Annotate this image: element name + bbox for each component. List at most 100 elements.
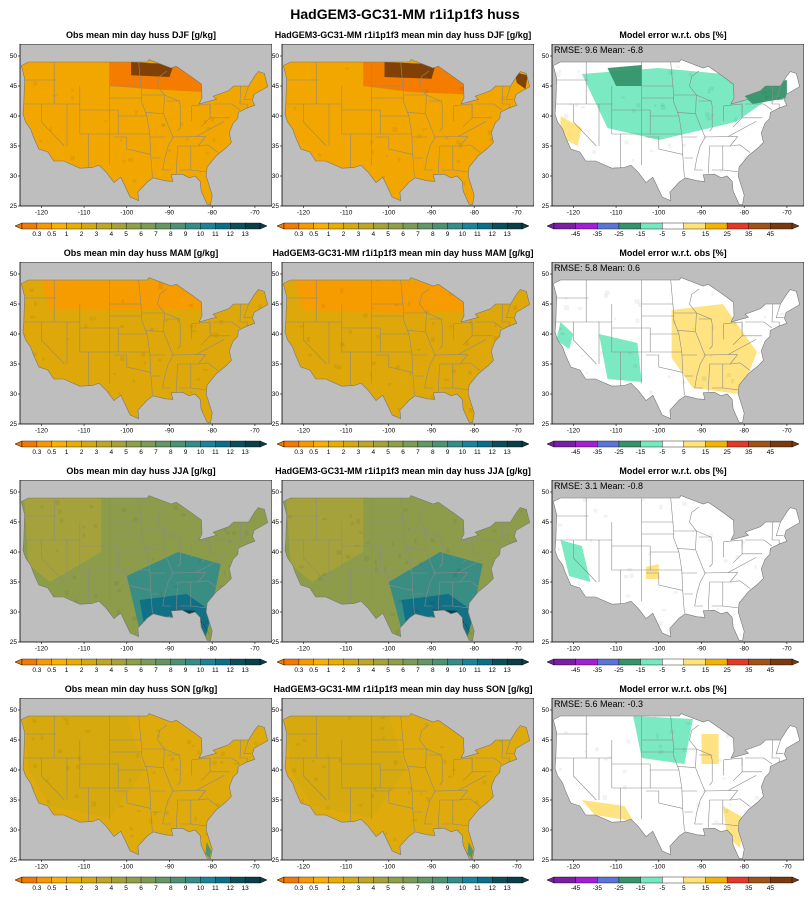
field-speckle <box>176 317 180 323</box>
field-speckle <box>393 837 397 841</box>
state-boundary <box>196 121 225 137</box>
state-boundary <box>88 327 119 353</box>
field-speckle <box>127 158 133 162</box>
x-tick-label: -110 <box>610 646 623 653</box>
state-boundary <box>722 387 738 391</box>
field-speckle <box>722 777 726 780</box>
x-tick-label: -80 <box>208 428 218 435</box>
field-speckle <box>575 103 579 107</box>
state-boundary <box>239 85 248 109</box>
colorbar-swatch <box>447 440 464 448</box>
colorbar-label: 7 <box>416 667 420 674</box>
field-speckle <box>31 737 35 741</box>
y-tick-label: 50 <box>10 271 17 278</box>
field-speckle <box>622 770 627 774</box>
field-speckle <box>397 157 401 163</box>
state-boundary <box>708 581 710 610</box>
state-boundary <box>438 363 440 392</box>
colorbar-swatch <box>770 222 793 230</box>
field-speckle <box>627 568 633 572</box>
y-tick-label: 35 <box>10 797 17 804</box>
field-speckle <box>707 89 711 94</box>
field-speckle <box>660 103 665 107</box>
field-speckle <box>66 338 70 341</box>
colorbar-extend-low <box>546 876 555 884</box>
colorbar-label: 45 <box>767 885 775 892</box>
state-boundary <box>709 541 713 568</box>
field-speckle <box>425 722 428 726</box>
state-boundary <box>79 328 89 387</box>
x-tick-label: -90 <box>697 210 707 217</box>
field-speckle <box>631 159 635 163</box>
colorbar-label: 7 <box>416 885 420 892</box>
colorbar-swatch <box>462 222 478 230</box>
colorbar-label: 10 <box>459 449 467 456</box>
state-boundary <box>730 144 751 153</box>
field-speckle <box>734 117 738 122</box>
error-stats-label: RMSE: 5.6 Mean: -0.3 <box>554 699 643 709</box>
state-boundary <box>471 540 493 555</box>
field-speckle <box>66 720 69 725</box>
x-tick-label: -100 <box>120 210 133 217</box>
colorbar-label: 2 <box>342 667 346 674</box>
state-boundary <box>689 724 706 825</box>
state-boundary <box>171 354 206 356</box>
field-speckle <box>456 140 461 145</box>
field-speckle <box>589 538 592 543</box>
field-speckle <box>91 801 97 807</box>
state-boundary <box>730 798 751 807</box>
field-speckle <box>194 324 197 328</box>
field-speckle <box>59 518 64 524</box>
field-speckle <box>254 741 258 746</box>
field-speckle <box>447 775 453 778</box>
state-boundary <box>462 117 473 128</box>
field-speckle <box>167 149 171 153</box>
field-speckle <box>686 722 691 725</box>
field-speckle <box>419 561 422 565</box>
colorbar-label: 15 <box>702 885 710 892</box>
field-speckle <box>673 591 678 594</box>
field-speckle <box>391 542 394 547</box>
state-boundary <box>209 322 231 337</box>
y-tick-label: 30 <box>10 827 17 834</box>
colorbar-swatch <box>661 440 685 448</box>
state-boundary <box>239 739 248 763</box>
state-boundary <box>200 117 211 128</box>
x-tick-label: -100 <box>382 864 395 871</box>
colorbar-swatch <box>96 876 112 884</box>
field-speckle <box>211 333 214 337</box>
state-boundary <box>177 105 181 132</box>
colorbar-label: -45 <box>571 667 581 674</box>
colorbar-swatch <box>298 876 315 884</box>
panel-title: Obs mean min day huss JJA [g/kg] <box>66 466 216 476</box>
field-speckle <box>326 806 330 810</box>
colorbar-label: 4 <box>371 885 375 892</box>
colorbar-label: -45 <box>571 449 581 456</box>
field-speckle <box>656 733 659 739</box>
state-boundary <box>611 764 621 823</box>
field-speckle <box>223 527 227 532</box>
field-speckle <box>56 549 59 552</box>
state-boundary <box>213 321 241 329</box>
y-tick-label: 30 <box>542 827 549 834</box>
field-speckle <box>214 332 219 338</box>
colorbar-label: 0.3 <box>32 667 41 674</box>
y-tick-label: 30 <box>542 391 549 398</box>
x-tick-label: -120 <box>567 864 580 871</box>
x-tick-label: -70 <box>512 864 522 871</box>
colorbar-swatch <box>417 222 434 230</box>
panel-title: Obs mean min day huss SON [g/kg] <box>64 684 218 694</box>
state-boundary <box>350 763 381 789</box>
colorbar-label: 5 <box>124 667 128 674</box>
state-boundary <box>771 521 780 545</box>
colorbar-swatch <box>36 658 53 666</box>
colorbar-swatch <box>170 440 187 448</box>
state-boundary <box>433 136 468 138</box>
field-speckle <box>584 128 588 131</box>
coastline <box>552 59 801 206</box>
state-boundary <box>439 759 443 786</box>
colorbar-label: 4 <box>109 449 113 456</box>
colorbar-label: 9 <box>446 449 450 456</box>
colorbar-label: 5 <box>682 449 686 456</box>
y-tick-label: 25 <box>272 421 279 428</box>
